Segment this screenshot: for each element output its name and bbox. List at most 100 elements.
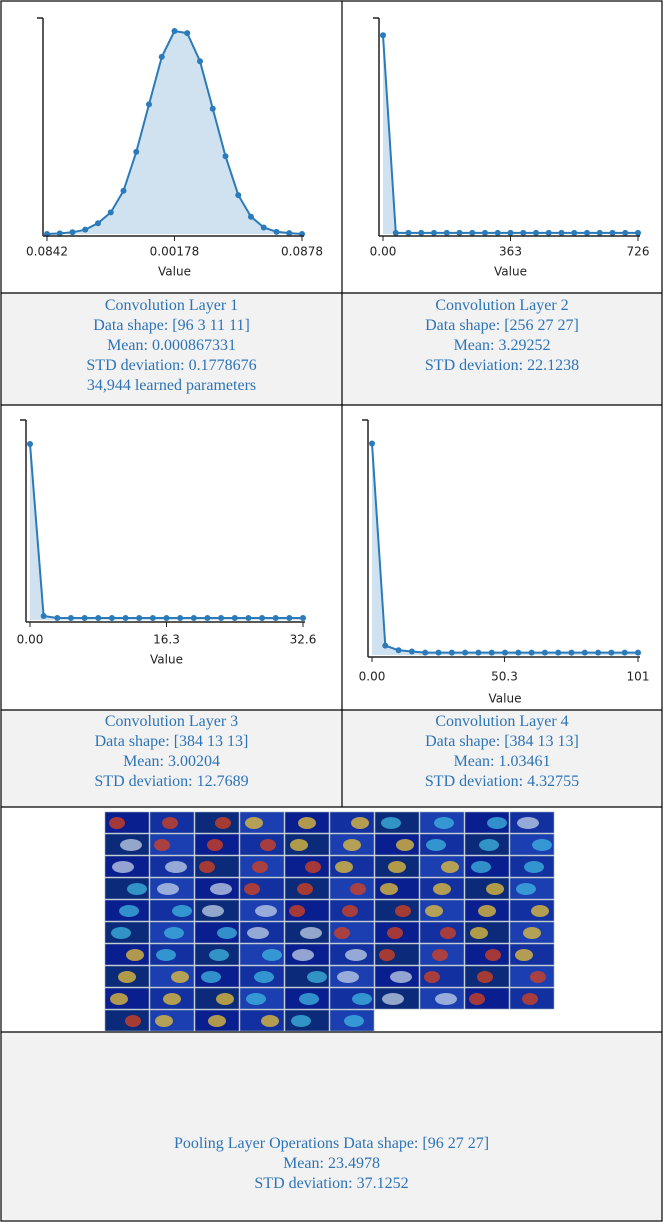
- point: [469, 230, 475, 236]
- feature-blob: [337, 971, 359, 983]
- feature-blob: [155, 1015, 173, 1027]
- feature-blob: [156, 949, 176, 961]
- caption-line: 34,944 learned parameters: [1, 376, 342, 396]
- x-tick-label: 32.6: [290, 633, 317, 647]
- feature-blob: [247, 927, 269, 939]
- point: [273, 615, 279, 621]
- point: [286, 230, 292, 236]
- caption-line: Convolution Layer 2: [342, 296, 662, 316]
- feature-blob: [434, 817, 454, 829]
- caption-line: Pooling Layer Operations Data shape: [96…: [1, 1134, 662, 1154]
- feature-blob: [111, 927, 131, 939]
- feature-blob: [530, 971, 546, 983]
- feature-blob: [261, 1015, 279, 1027]
- point: [159, 54, 165, 60]
- point: [436, 650, 442, 656]
- point: [418, 230, 424, 236]
- feature-blob: [217, 927, 237, 939]
- feature-blob: [163, 993, 181, 1005]
- feature-blob: [433, 883, 451, 895]
- feature-blob: [199, 861, 215, 873]
- point: [533, 230, 539, 236]
- feature-blob: [298, 817, 316, 829]
- feature-blob: [210, 883, 232, 895]
- point: [495, 230, 501, 236]
- feature-blob: [478, 905, 496, 917]
- point: [286, 615, 292, 621]
- feature-blob: [350, 883, 366, 895]
- point: [218, 615, 224, 621]
- feature-blob: [307, 971, 327, 983]
- caption-line: Mean: 3.00204: [1, 752, 342, 772]
- line: [372, 444, 638, 653]
- feature-blob: [202, 905, 224, 917]
- page: 0.08420.001780.0878Value0.00363726Value0…: [0, 0, 663, 1222]
- feature-blob: [524, 861, 544, 873]
- feature-blob: [297, 883, 313, 895]
- feature-blob: [345, 949, 367, 961]
- point: [172, 28, 178, 34]
- feature-blob: [382, 993, 404, 1005]
- feature-blob: [432, 949, 448, 961]
- feature-blob: [532, 839, 552, 851]
- caption-line: Mean: 23.4978: [1, 1154, 662, 1174]
- point: [382, 643, 388, 649]
- feature-blob: [379, 949, 395, 961]
- point: [555, 650, 561, 656]
- feature-blob: [245, 817, 263, 829]
- feature-blob: [523, 927, 541, 939]
- feature-blob: [425, 905, 443, 917]
- feature-blob: [112, 861, 134, 873]
- point: [146, 101, 152, 107]
- feature-blob: [516, 883, 536, 895]
- point: [457, 230, 463, 236]
- point: [300, 615, 306, 621]
- feature-blob: [471, 861, 491, 873]
- point: [261, 225, 267, 231]
- feature-blob: [344, 1015, 364, 1027]
- line: [30, 444, 303, 618]
- point: [223, 153, 229, 159]
- feature-blob: [109, 817, 125, 829]
- feature-blob: [172, 905, 192, 917]
- feature-blob: [171, 971, 189, 983]
- point: [54, 615, 60, 621]
- point: [70, 229, 76, 235]
- point: [520, 230, 526, 236]
- point: [622, 650, 628, 656]
- point: [133, 149, 139, 155]
- point: [635, 650, 641, 656]
- point: [409, 648, 415, 654]
- feature-blob: [396, 839, 414, 851]
- feature-blob: [470, 927, 488, 939]
- x-axis-label: Value: [158, 265, 191, 279]
- feature-blob: [157, 883, 179, 895]
- point: [393, 230, 399, 236]
- x-tick-label: 726: [627, 245, 650, 259]
- caption-line: Mean: 0.000867331: [1, 336, 342, 356]
- area-fill: [30, 444, 303, 620]
- x-tick-label: 0.00: [17, 633, 44, 647]
- point: [380, 32, 386, 38]
- point: [449, 650, 455, 656]
- feature-blob: [479, 839, 499, 851]
- point: [584, 230, 590, 236]
- document: 0.08420.001780.0878Value0.00363726Value0…: [0, 0, 663, 1222]
- point: [571, 230, 577, 236]
- caption-line: Mean: 1.03461: [342, 752, 662, 772]
- point: [396, 647, 402, 653]
- feature-blob: [255, 905, 277, 917]
- point: [109, 615, 115, 621]
- area-fill: [47, 31, 302, 234]
- caption: Convolution Layer 3Data shape: [384 13 1…: [1, 712, 342, 792]
- feature-blob: [305, 861, 321, 873]
- point: [502, 650, 508, 656]
- x-axis-label: Value: [150, 653, 183, 667]
- caption-line: Data shape: [96 3 11 11]: [1, 316, 342, 336]
- feature-blob: [343, 839, 361, 851]
- feature-blob: [290, 839, 308, 851]
- x-tick-label: 0.00178: [150, 245, 200, 259]
- feature-blob: [154, 839, 170, 851]
- point: [150, 615, 156, 621]
